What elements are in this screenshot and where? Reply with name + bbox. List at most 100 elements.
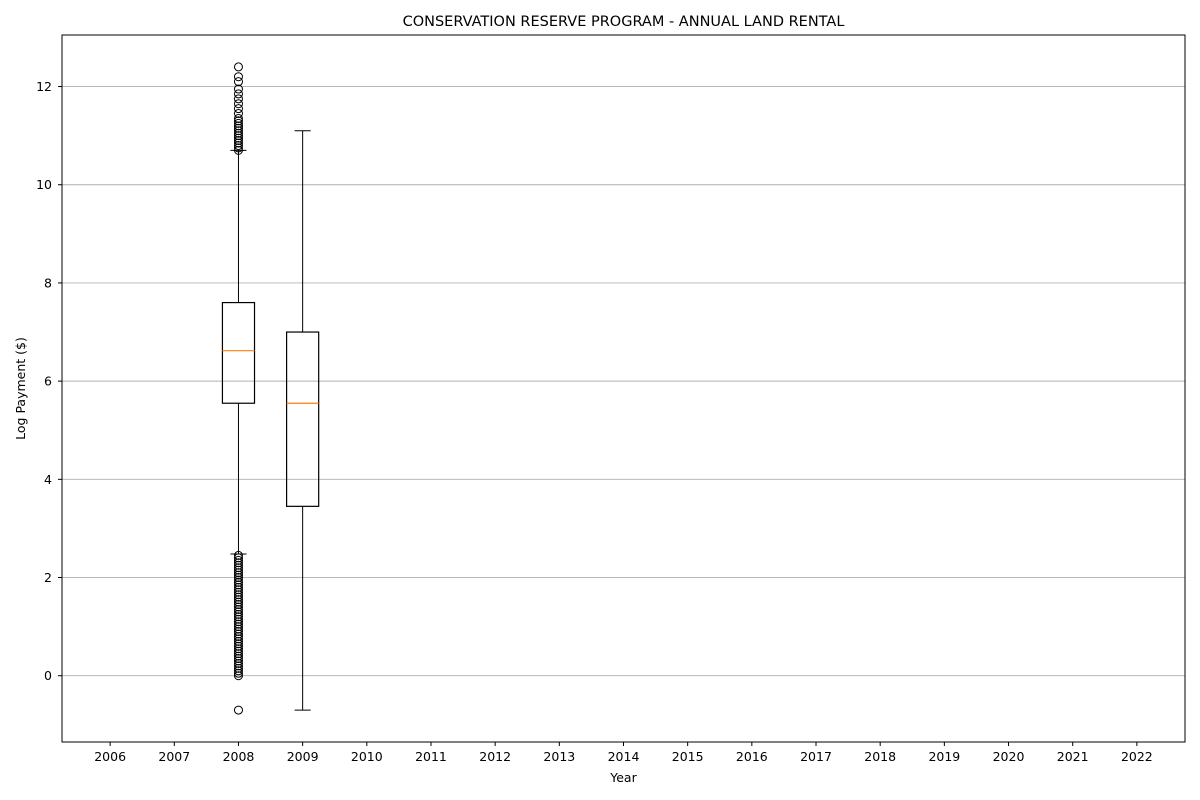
outlier-point <box>233 585 243 595</box>
outlier-point <box>233 604 243 614</box>
outlier-point <box>233 126 243 136</box>
x-tick-label: 2022 <box>1121 749 1153 764</box>
outlier-point <box>233 651 243 661</box>
outlier-point <box>233 553 243 563</box>
y-tick-label: 6 <box>44 374 52 389</box>
outlier-point <box>233 582 243 592</box>
outlier-point <box>233 123 243 133</box>
outlier-point <box>233 617 243 627</box>
outlier-point <box>233 607 243 617</box>
outlier-point <box>233 89 243 99</box>
x-tick-label: 2008 <box>223 749 255 764</box>
outlier-point <box>233 627 243 637</box>
outlier-point <box>233 631 243 641</box>
outlier-point <box>233 577 243 587</box>
outlier-point <box>233 629 243 639</box>
outlier-point <box>233 145 243 155</box>
outlier-point <box>233 597 243 607</box>
outlier-point <box>233 641 243 651</box>
outlier-point <box>233 116 243 126</box>
outlier-point <box>233 639 243 649</box>
outlier-point <box>233 671 243 681</box>
x-tick-label: 2015 <box>672 749 704 764</box>
outlier-point <box>233 570 243 580</box>
outlier-point <box>233 72 243 82</box>
outlier-point <box>233 587 243 597</box>
outlier-point <box>233 133 243 143</box>
y-tick-label: 12 <box>36 79 52 94</box>
y-tick-label: 4 <box>44 472 52 487</box>
x-tick-label: 2020 <box>993 749 1025 764</box>
x-tick-label: 2011 <box>415 749 447 764</box>
outlier-point <box>233 550 243 560</box>
y-tick-label: 0 <box>44 668 52 683</box>
outlier-point <box>233 104 243 114</box>
outlier-point <box>233 592 243 602</box>
outlier-point <box>233 99 243 109</box>
outlier-point <box>233 560 243 570</box>
box-2009 <box>286 130 320 711</box>
y-tick-label: 2 <box>44 570 52 585</box>
outlier-point <box>233 121 243 131</box>
x-tick-label: 2019 <box>928 749 960 764</box>
x-tick-label: 2018 <box>864 749 896 764</box>
outlier-point <box>233 622 243 632</box>
outlier-point <box>233 563 243 573</box>
outlier-point <box>233 580 243 590</box>
outlier-point <box>233 143 243 153</box>
chart-title: CONSERVATION RESERVE PROGRAM - ANNUAL LA… <box>403 14 845 30</box>
outlier-point <box>233 658 243 668</box>
outlier-point <box>233 575 243 585</box>
outlier-point <box>233 600 243 610</box>
outlier-point <box>233 568 243 578</box>
x-tick-label: 2010 <box>351 749 383 764</box>
outlier-point <box>233 656 243 666</box>
outlier-point <box>233 663 243 673</box>
x-tick-label: 2009 <box>287 749 319 764</box>
outlier-point <box>233 138 243 148</box>
x-axis-ticks: 2006 2007 2008 2009 2010 2011 2012 2013 2014 2015… <box>94 742 1153 764</box>
outlier-point <box>233 668 243 678</box>
outlier-point <box>233 705 243 715</box>
x-tick-label: 2021 <box>1057 749 1089 764</box>
outlier-point <box>233 77 243 87</box>
iqr-box <box>221 301 256 404</box>
y-axis-label: Log Payment ($) <box>13 337 28 440</box>
x-tick-label: 2012 <box>479 749 511 764</box>
y-axis-ticks: 0 2 4 6 8 10 12 <box>36 79 62 683</box>
outlier-point <box>233 558 243 568</box>
outlier-point <box>233 94 243 104</box>
outlier-point <box>233 602 243 612</box>
y-tick-label: 10 <box>36 177 52 192</box>
box-2008 <box>221 62 256 715</box>
boxes-layer <box>221 62 320 715</box>
outlier-point <box>233 109 243 119</box>
outlier-point <box>233 128 243 138</box>
iqr-box <box>286 331 320 507</box>
x-tick-label: 2006 <box>94 749 126 764</box>
outlier-point <box>233 113 243 123</box>
x-tick-label: 2013 <box>543 749 575 764</box>
outlier-point <box>233 624 243 634</box>
outlier-point <box>233 136 243 146</box>
outlier-point <box>233 555 243 565</box>
outlier-point <box>233 646 243 656</box>
outlier-point <box>233 609 243 619</box>
outlier-point <box>233 614 243 624</box>
y-tick-label: 8 <box>44 275 52 290</box>
outlier-point <box>233 666 243 676</box>
outlier-point <box>233 634 243 644</box>
outlier-point <box>233 636 243 646</box>
outlier-point <box>233 644 243 654</box>
outlier-point <box>233 654 243 664</box>
outlier-point <box>233 619 243 629</box>
outlier-point <box>233 84 243 94</box>
outlier-point <box>233 612 243 622</box>
outlier-point <box>233 62 243 72</box>
outlier-point <box>233 595 243 605</box>
outlier-point <box>233 661 243 671</box>
x-tick-label: 2014 <box>608 749 640 764</box>
outlier-point <box>233 590 243 600</box>
